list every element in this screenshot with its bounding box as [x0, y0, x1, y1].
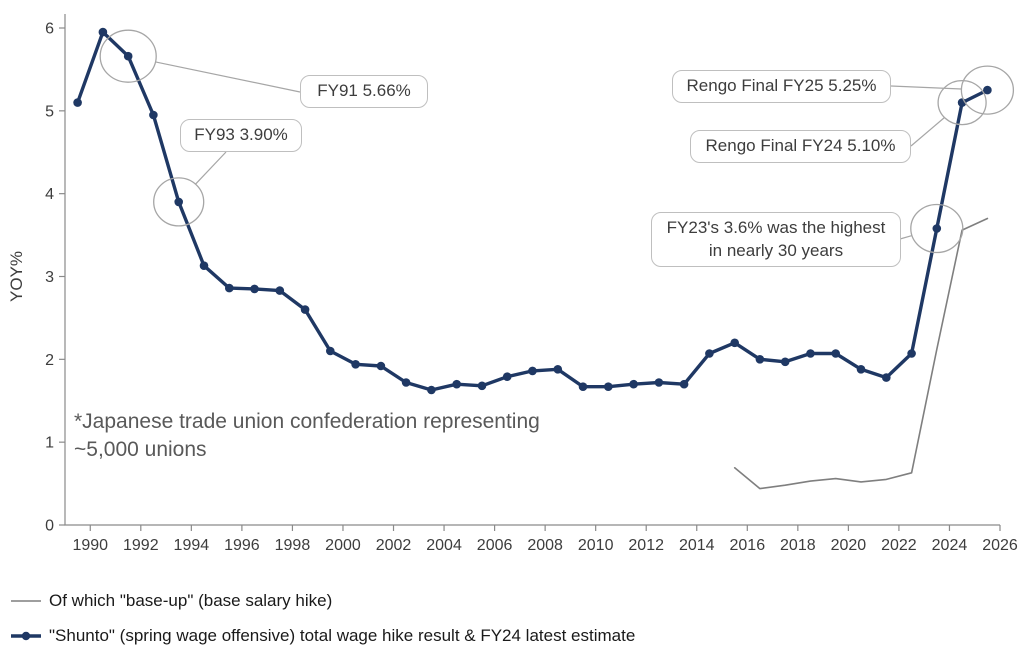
- data-point-marker-shunto: [376, 361, 386, 371]
- annotation-ellipse-fy23: [910, 203, 964, 254]
- data-point-marker-shunto: [149, 110, 158, 120]
- x-tick-label: 2004: [426, 537, 462, 554]
- x-tick-label: 1990: [72, 537, 108, 554]
- data-point-marker-shunto: [831, 349, 840, 358]
- y-tick-label: 4: [45, 186, 54, 203]
- callout-rengo-final-fy25: Rengo Final FY25 5.25%: [672, 70, 891, 103]
- data-point-marker-shunto: [679, 379, 689, 389]
- x-tick-label: 2022: [881, 537, 917, 554]
- data-point-marker-shunto: [983, 85, 992, 95]
- x-tick-label: 2010: [578, 537, 614, 554]
- x-tick-label: 2002: [376, 537, 412, 554]
- y-tick-label: 2: [45, 352, 54, 369]
- y-tick-label: 3: [45, 269, 54, 286]
- data-point-marker-shunto: [452, 379, 462, 389]
- legend-item-baseup: Of which "base-up" (base salary hike): [10, 588, 635, 614]
- annotation-ellipse-rengo-fy25: [960, 65, 1015, 115]
- x-tick-label: 1994: [174, 537, 210, 554]
- y-tick-label: 0: [45, 518, 54, 535]
- wage-trend-chart: 0 1 2 3 4 5 6 1990 1992 1994 1996 1998 2000 2002 2004 2…: [7, 14, 1018, 554]
- annotation-leader-fy91: [155, 61, 301, 93]
- series-line-baseup: [733, 217, 989, 490]
- legend-label-shunto: "Shunto" (spring wage offensive) total w…: [49, 626, 636, 645]
- x-tick-label: 2008: [527, 537, 563, 554]
- data-point-marker-shunto: [351, 360, 360, 369]
- x-tick-label: 2006: [477, 537, 513, 554]
- baseup-line-swatch-icon: [11, 600, 41, 602]
- x-tick-label: 2026: [982, 537, 1018, 554]
- data-point-marker-shunto: [123, 51, 133, 61]
- data-point-marker-shunto: [882, 373, 891, 382]
- y-tick-label: 1: [45, 435, 54, 452]
- annotation-leader-rengo-fy25: [890, 85, 962, 90]
- data-point-marker-shunto: [300, 305, 310, 314]
- shunto-line-swatch-icon: [11, 631, 41, 641]
- data-point-marker-shunto: [654, 378, 664, 387]
- data-point-marker-shunto: [705, 349, 714, 358]
- data-point-marker-shunto: [730, 338, 739, 348]
- y-axis-title: YOY%: [7, 251, 26, 302]
- data-point-marker-shunto: [553, 365, 563, 374]
- x-tick-label: 1996: [224, 537, 260, 554]
- y-tick-label: 5: [45, 103, 54, 120]
- data-point-marker-shunto: [629, 379, 638, 389]
- annotation-ellipse-rengo-fy24: [937, 79, 987, 126]
- data-point-marker-shunto: [502, 372, 512, 382]
- callout-fy23-highest: FY23's 3.6% was the highest in nearly 30…: [651, 212, 901, 267]
- data-point-marker-shunto: [578, 382, 588, 392]
- annotation-leader-fy23: [899, 235, 913, 240]
- data-point-marker-shunto: [275, 286, 285, 295]
- data-point-marker-shunto: [932, 224, 942, 233]
- data-point-marker-shunto: [225, 283, 234, 293]
- legend-item-shunto: "Shunto" (spring wage offensive) total w…: [10, 623, 635, 649]
- data-point-marker-shunto: [477, 381, 487, 391]
- rengo-footnote: *Japanese trade union confederation repr…: [74, 410, 540, 461]
- x-tick-label: 2000: [325, 537, 361, 554]
- data-point-marker-shunto: [604, 382, 613, 392]
- data-point-marker-shunto: [755, 355, 765, 364]
- annotation-ellipse-fy91: [99, 29, 157, 83]
- annotation-leader-fy93: [195, 151, 227, 185]
- data-point-marker-shunto: [401, 378, 411, 387]
- x-tick-label: 1992: [123, 537, 159, 554]
- x-tick-label: 2018: [780, 537, 816, 554]
- data-point-marker-shunto: [174, 197, 183, 207]
- x-tick-label: 1998: [275, 537, 311, 554]
- x-tick-label: 2014: [679, 537, 715, 554]
- legend-label-baseup: Of which "base-up" (base salary hike): [49, 591, 333, 610]
- data-point-marker-shunto: [528, 366, 537, 376]
- annotation-leader-rengo-fy24: [910, 117, 945, 147]
- x-tick-label: 2024: [932, 537, 968, 554]
- annotation-ellipse-fy93: [153, 177, 205, 227]
- y-tick-label: 6: [45, 21, 54, 38]
- data-point-marker-shunto: [907, 349, 916, 358]
- data-point-marker-shunto: [250, 284, 259, 294]
- x-tick-label: 2016: [730, 537, 766, 554]
- callout-rengo-final-fy24: Rengo Final FY24 5.10%: [690, 130, 911, 163]
- data-point-marker-shunto: [856, 365, 866, 374]
- x-tick-label: 2020: [831, 537, 867, 554]
- data-point-marker-shunto: [326, 346, 335, 356]
- x-tick-label: 2012: [628, 537, 664, 554]
- callout-fy91: FY91 5.66%: [300, 75, 428, 108]
- data-point-marker-shunto: [98, 27, 108, 37]
- data-point-marker-shunto: [806, 349, 815, 358]
- data-point-marker-shunto: [780, 357, 790, 367]
- callout-fy93: FY93 3.90%: [180, 119, 302, 152]
- data-point-marker-shunto: [199, 261, 209, 271]
- data-point-marker-shunto: [427, 385, 436, 395]
- shunto-swatch-marker: [21, 631, 31, 641]
- data-point-marker-shunto: [73, 98, 82, 107]
- chart-legend: Of which "base-up" (base salary hike) "S…: [10, 588, 635, 649]
